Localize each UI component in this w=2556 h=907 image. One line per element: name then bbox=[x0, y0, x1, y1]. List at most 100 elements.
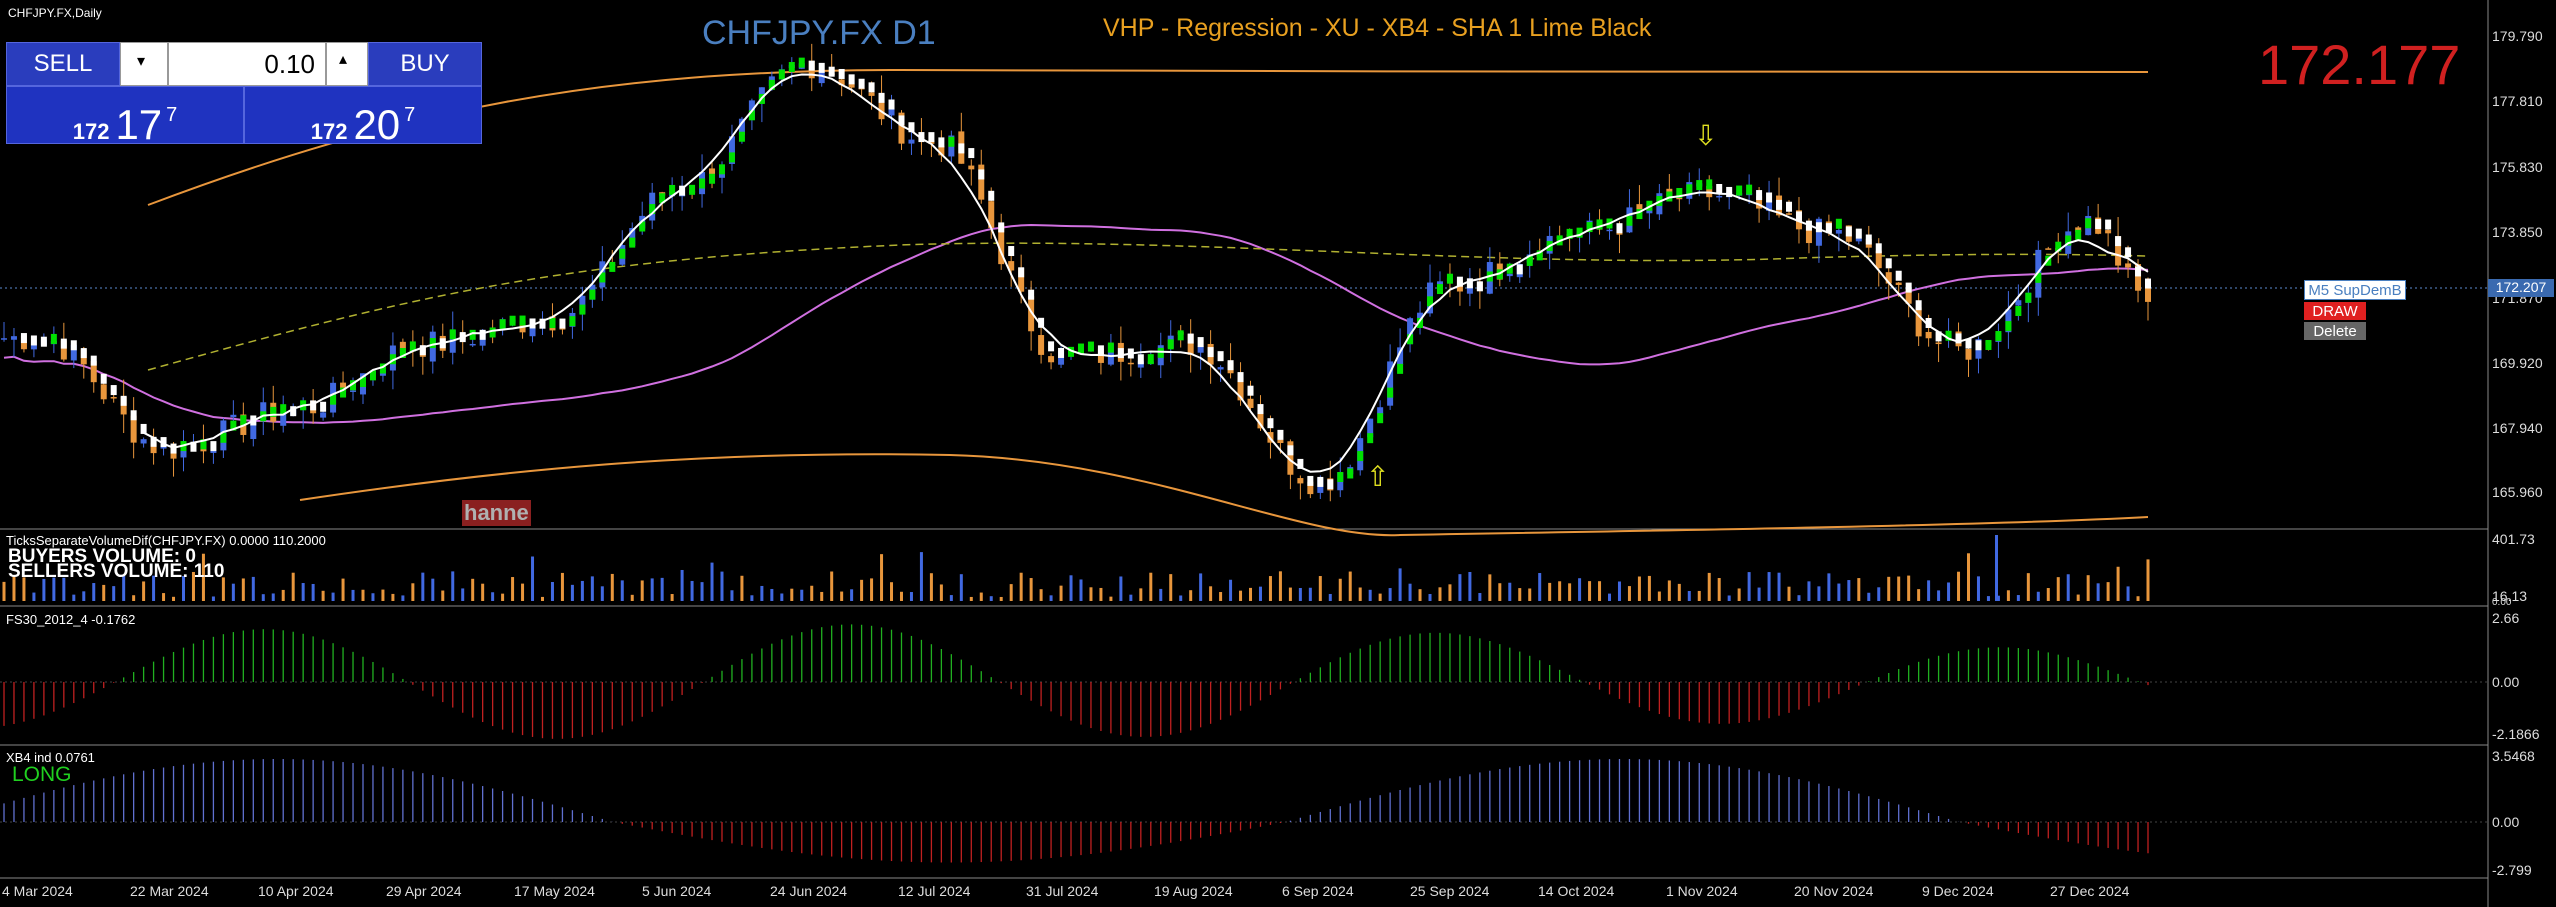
buyers-volume-label: BUYERS VOLUME: 0 bbox=[8, 546, 196, 567]
volume-bar bbox=[261, 594, 265, 601]
sell-price-button[interactable]: 172 17 7 bbox=[6, 86, 244, 148]
candle-body bbox=[968, 165, 975, 170]
symbol-title: CHFJPY.FX,Daily bbox=[8, 6, 102, 20]
sha-block bbox=[1945, 330, 1952, 341]
sha-block bbox=[1297, 458, 1304, 469]
sha-block bbox=[359, 377, 366, 388]
volume-bar bbox=[22, 577, 26, 601]
volume-bar bbox=[1438, 587, 1442, 601]
lot-decrease-button[interactable]: ▾ bbox=[120, 42, 168, 86]
volume-bar bbox=[1139, 588, 1143, 601]
candle-body bbox=[848, 84, 855, 88]
candle-body bbox=[1815, 218, 1822, 246]
candle-body bbox=[2045, 248, 2052, 250]
volume-bar bbox=[1747, 572, 1751, 601]
sha-block bbox=[1626, 215, 1633, 226]
volume-bar bbox=[1897, 576, 1901, 601]
regression-lower-band bbox=[299, 453, 2149, 537]
volume-bar bbox=[251, 576, 255, 601]
price-tick: 179.790 bbox=[2492, 28, 2543, 44]
volume-bar bbox=[1408, 583, 1412, 601]
volume-bar bbox=[1568, 583, 1572, 601]
lot-size-input[interactable]: 0.10 bbox=[168, 42, 326, 86]
sha-block bbox=[1985, 339, 1992, 350]
sha-block bbox=[1666, 191, 1673, 202]
sha-block bbox=[659, 193, 666, 204]
buy-button[interactable]: BUY bbox=[368, 42, 482, 86]
volume-bar bbox=[1847, 580, 1851, 601]
sha-block bbox=[1008, 246, 1015, 257]
supdem-label[interactable]: M5 SupDemB bbox=[2304, 280, 2406, 300]
sell-button[interactable]: SELL bbox=[6, 42, 120, 86]
sha-block bbox=[1377, 413, 1384, 424]
volume-bar bbox=[740, 575, 744, 601]
candle-body bbox=[1676, 197, 1683, 200]
candle-body bbox=[1436, 281, 1443, 286]
sha-block bbox=[379, 363, 386, 374]
sha-block bbox=[1586, 222, 1593, 233]
buy-price-main: 20 bbox=[353, 101, 401, 148]
sha-block bbox=[489, 327, 496, 338]
candle-body bbox=[399, 341, 406, 354]
sha-block bbox=[1975, 340, 1982, 351]
volume-bar bbox=[1109, 596, 1113, 601]
volume-bar bbox=[221, 577, 225, 601]
volume-bar bbox=[2086, 575, 2090, 601]
indicators-title: VHP - Regression - XU - XB4 - SHA 1 Lime… bbox=[1103, 14, 1652, 42]
candle-body bbox=[2105, 230, 2112, 234]
delete-button[interactable]: Delete bbox=[2304, 322, 2366, 340]
candle-body bbox=[1197, 346, 1204, 353]
candle-body bbox=[1008, 261, 1015, 271]
volume-bar bbox=[1418, 589, 1422, 601]
volume-bar bbox=[1498, 583, 1502, 601]
sha-block bbox=[549, 318, 556, 329]
volume-bar bbox=[172, 596, 176, 601]
draw-button[interactable]: DRAW bbox=[2304, 302, 2366, 320]
xb4-axis-max: 3.5468 bbox=[2492, 748, 2535, 764]
volume-bar bbox=[1288, 587, 1292, 601]
sha-block bbox=[449, 329, 456, 340]
candle-body bbox=[1875, 250, 1882, 269]
sha-block bbox=[1077, 343, 1084, 354]
sha-block bbox=[1107, 342, 1114, 353]
sha-block bbox=[1436, 284, 1443, 295]
sha-block bbox=[1965, 338, 1972, 349]
sha-block bbox=[1676, 187, 1683, 198]
price-tick: 177.810 bbox=[2492, 93, 2543, 109]
candle-body bbox=[1925, 331, 1932, 339]
candle-body bbox=[629, 228, 636, 247]
sha-block bbox=[1087, 341, 1094, 352]
chevron-down-icon: ▾ bbox=[137, 53, 146, 70]
candle-body bbox=[1277, 439, 1284, 444]
candle-body bbox=[340, 382, 347, 392]
volume-bar bbox=[1548, 582, 1552, 601]
volume-bar bbox=[391, 593, 395, 601]
volume-bar bbox=[411, 583, 415, 601]
volume-bar bbox=[1039, 589, 1043, 601]
sha-block bbox=[399, 347, 406, 358]
volume-bar bbox=[1737, 588, 1741, 601]
volume-bar bbox=[52, 577, 56, 601]
sha-block bbox=[669, 184, 676, 195]
volume-bar bbox=[1797, 595, 1801, 601]
candle-body bbox=[320, 412, 327, 418]
volume-bar bbox=[2026, 573, 2030, 601]
sha-block bbox=[240, 415, 247, 426]
sha-block bbox=[230, 420, 237, 431]
volume-bar bbox=[760, 585, 764, 601]
sha-block bbox=[1147, 354, 1154, 365]
volume-bar bbox=[540, 596, 544, 601]
candle-body bbox=[978, 164, 985, 200]
volume-bar bbox=[680, 569, 684, 601]
volume-bar bbox=[1368, 589, 1372, 601]
volume-bar bbox=[1588, 581, 1592, 601]
sha-block bbox=[210, 441, 217, 452]
buy-price-button[interactable]: 172 20 7 bbox=[244, 86, 482, 148]
sha-block bbox=[1756, 190, 1763, 201]
lot-increase-button[interactable]: ▴ bbox=[326, 42, 368, 86]
candle-body bbox=[1905, 288, 1912, 304]
date-axis-label: 17 May 2024 bbox=[514, 883, 595, 899]
volume-bar bbox=[1099, 587, 1103, 601]
sha-block bbox=[50, 333, 57, 344]
